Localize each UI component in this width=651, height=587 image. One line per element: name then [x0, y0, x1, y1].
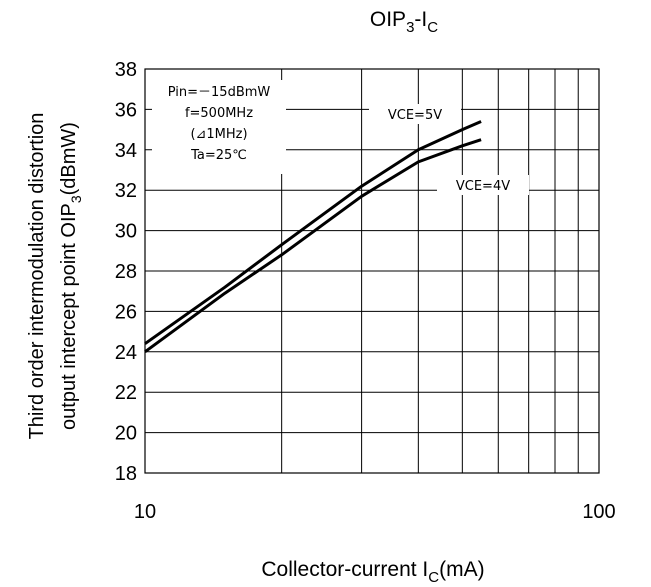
x-axis-ticks: 10 100 — [134, 501, 616, 523]
y-tick-label: 26 — [115, 301, 137, 323]
series-label-bg — [369, 104, 461, 124]
y-tick-label: 34 — [115, 140, 137, 162]
y-tick-label: 36 — [115, 99, 137, 121]
y-axis-label-line2: output intercept point OIP3(dBmW) — [58, 122, 84, 430]
plot-frame — [144, 68, 600, 474]
y-tick-label: 20 — [115, 423, 137, 445]
x-axis-label: Collector-current IC(mA) — [261, 558, 484, 586]
y-tick-label: 28 — [115, 261, 137, 283]
series-line-vce-5v — [144, 120, 482, 345]
x-tick-label: 100 — [582, 501, 615, 523]
condition-text: Pin=－15dBmW — [168, 85, 271, 100]
series-line-vce-4v — [144, 138, 482, 354]
y-tick-label: 22 — [115, 382, 137, 404]
y-tick-label: 24 — [115, 342, 137, 364]
series-label: VCE=4V — [456, 179, 510, 194]
condition-text: (⊿1MHz) — [190, 127, 247, 142]
series-lines — [144, 120, 482, 354]
y-axis-label-line1: Third order intermodulation distortion — [26, 113, 48, 440]
y-tick-label: 30 — [115, 221, 137, 243]
series-label: VCE=5V — [388, 108, 442, 123]
x-tick-label: 10 — [134, 501, 156, 523]
y-tick-label: 32 — [115, 180, 137, 202]
condition-text: f=500MHz — [185, 106, 253, 121]
chart-title: OIP3-IC — [370, 8, 438, 36]
y-tick-label: 38 — [115, 59, 137, 81]
y-axis-ticks: 18 20 22 24 26 28 30 32 34 36 38 — [115, 59, 137, 485]
condition-text: Ta=25℃ — [190, 148, 247, 163]
annotations: Pin=－15dBmW f=500MHz (⊿1MHz) Ta=25℃ VCE=5V VC… — [152, 80, 529, 195]
conditions-box — [152, 80, 286, 174]
y-tick-label: 18 — [115, 463, 137, 485]
series-label-bg — [437, 175, 529, 195]
